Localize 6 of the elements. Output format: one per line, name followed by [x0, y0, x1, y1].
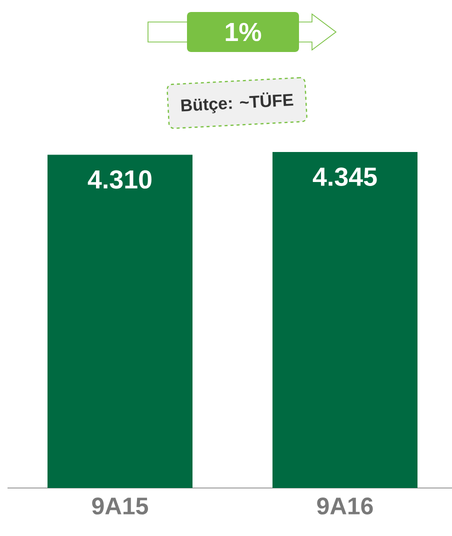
x-tick-label: 9A16 — [317, 498, 373, 515]
data-label: 4.345 — [312, 168, 377, 186]
data-label: 4.310 — [88, 170, 152, 189]
x-tick-label: 9A15 — [92, 498, 148, 515]
text: 1% — [226, 22, 262, 42]
text: Bütçe: ~TÜFE — [181, 92, 294, 114]
